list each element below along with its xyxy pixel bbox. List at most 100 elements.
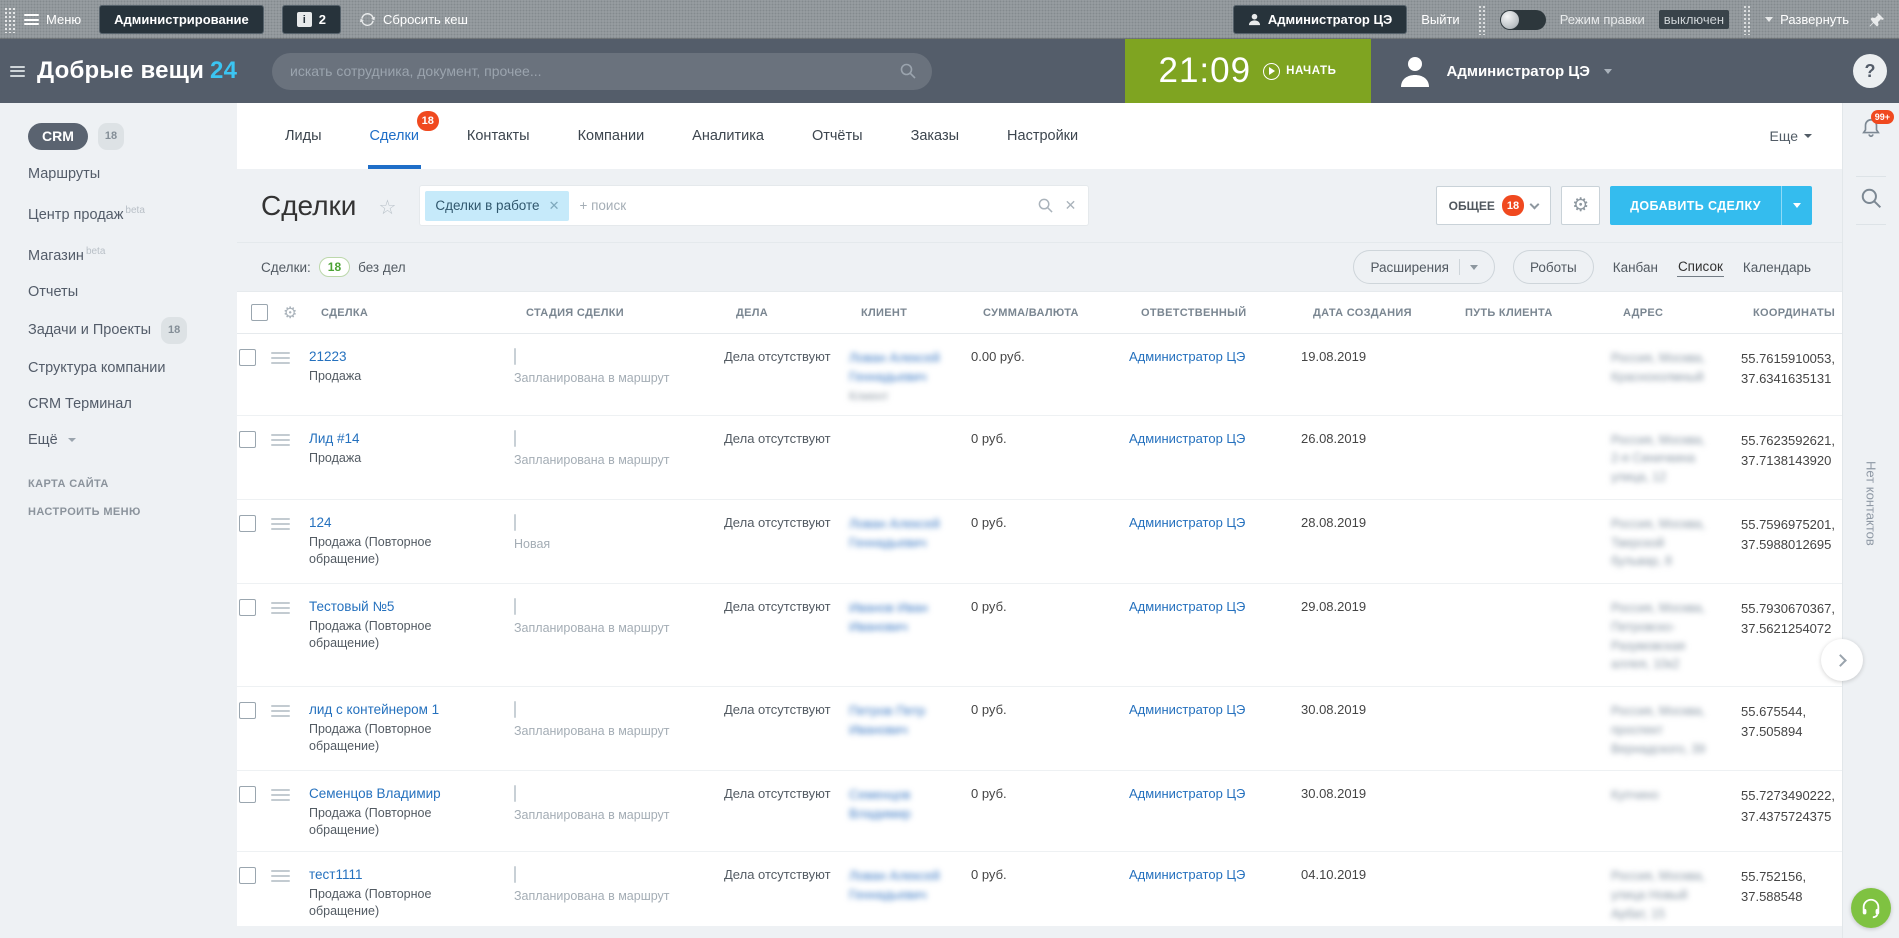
row-checkbox[interactable] (239, 430, 256, 448)
sidebar-item[interactable]: Отчеты (28, 281, 237, 304)
crm-tab[interactable]: Сделки 18 (346, 103, 443, 169)
preset-filter-button[interactable]: ОБЩЕЕ 18 (1435, 186, 1552, 225)
work-timer[interactable]: 21:09 НАЧАТЬ (1124, 39, 1371, 103)
crm-tab[interactable]: Компании (554, 103, 669, 169)
drag-handle-icon[interactable] (271, 517, 290, 530)
column-header[interactable]: АДРЕС (1623, 306, 1664, 319)
client-link[interactable]: Лован Алексей Геннадьевич (849, 868, 940, 903)
drag-handle-icon[interactable] (271, 870, 290, 883)
info-counter-button[interactable]: i 2 (281, 5, 342, 34)
client-cell[interactable]: Лован Алексей Геннадьевич Клиент (849, 349, 971, 403)
sidebar-footer-link[interactable]: КАРТА САЙТА (28, 477, 109, 490)
responsible-link[interactable]: Администратор ЦЭ (1129, 349, 1246, 364)
client-cell[interactable]: Иванов Иван Иванович (849, 599, 971, 637)
row-checkbox[interactable] (239, 599, 256, 617)
brand-menu-icon[interactable] (10, 65, 25, 77)
add-deal-button[interactable]: ДОБАВИТЬ СДЕЛКУ (1610, 186, 1812, 225)
tabs-more-button[interactable]: Еще (1770, 128, 1812, 144)
admin-menu-button[interactable]: Меню (24, 12, 81, 27)
reset-cache-button[interactable]: Сбросить кеш (359, 11, 468, 28)
responsible-link[interactable]: Администратор ЦЭ (1129, 430, 1246, 446)
column-header[interactable]: ОТВЕТСТВЕННЫЙ (1141, 306, 1247, 319)
sidebar-footer-link[interactable]: НАСТРОИТЬ МЕНЮ (28, 505, 141, 518)
timer-start-button[interactable]: НАЧАТЬ (1263, 62, 1336, 80)
column-header[interactable]: СУММА/ВАЛЮТА (983, 306, 1079, 319)
row-checkbox[interactable] (239, 786, 256, 804)
drag-handle-icon[interactable] (4, 6, 16, 33)
star-icon[interactable]: ☆ (378, 197, 397, 219)
extensions-button[interactable]: Расширения (1353, 250, 1495, 284)
sidebar-item[interactable]: Структура компании (28, 357, 237, 380)
client-cell[interactable]: Семенцов Владимир (849, 786, 971, 824)
filter-chip[interactable]: Сделки в работе ✕ (425, 190, 570, 221)
drag-handle-icon[interactable] (271, 789, 290, 802)
column-header[interactable]: КООРДИНАТЫ (1753, 306, 1836, 319)
sidebar-item[interactable]: CRM 18 (28, 123, 237, 150)
client-cell[interactable]: Лован Алексей Геннадьевич (849, 515, 971, 553)
responsible-link[interactable]: Администратор ЦЭ (1129, 514, 1246, 530)
close-icon[interactable]: ✕ (548, 197, 560, 213)
crm-tab[interactable]: Заказы (887, 103, 983, 169)
grid-settings-button[interactable]: ⚙ (1561, 186, 1601, 225)
search-icon[interactable] (1038, 198, 1053, 213)
client-link[interactable]: Семенцов Владимир (849, 787, 911, 822)
client-link[interactable]: Иванов Иван Иванович (849, 600, 928, 635)
header-user-menu[interactable]: Администратор ЦЭ (1371, 53, 1661, 89)
expand-button[interactable]: Развернуть (1765, 12, 1849, 27)
select-all-checkbox[interactable] (251, 304, 268, 321)
deal-link[interactable]: тест1111 (309, 867, 363, 883)
client-cell[interactable]: Петров Петр Иванович (849, 702, 971, 740)
sidebar-item[interactable]: Центр продаж beta (28, 199, 237, 227)
column-header[interactable]: СДЕЛКА (321, 306, 369, 319)
administration-button[interactable]: Администрирование (99, 5, 264, 34)
logout-button[interactable]: Выйти (1421, 12, 1460, 27)
responsible-link[interactable]: Администратор ЦЭ (1129, 702, 1246, 718)
deal-link[interactable]: Семенцов Владимир (309, 786, 441, 802)
deal-link[interactable]: 21223 (309, 349, 347, 364)
clear-search-icon[interactable]: ✕ (1064, 197, 1077, 213)
counter-suffix[interactable]: без дел (358, 259, 406, 275)
client-link[interactable]: Лован Алексей Геннадьевич (849, 350, 940, 384)
admin-user-button[interactable]: Администратор ЦЭ (1232, 5, 1408, 34)
drag-handle-icon[interactable] (271, 352, 290, 364)
edit-mode-toggle[interactable] (1499, 9, 1546, 30)
crm-tab[interactable]: Контакты (443, 103, 554, 169)
drag-handle-icon[interactable] (271, 705, 290, 718)
column-header[interactable]: КЛИЕНТ (861, 306, 908, 319)
pin-icon[interactable] (1869, 12, 1885, 28)
notifications-button[interactable]: 99+ (1860, 110, 1894, 144)
column-header[interactable]: ПУТЬ КЛИЕНТА (1465, 306, 1553, 319)
crm-tab[interactable]: Аналитика (668, 103, 788, 169)
sidebar-item[interactable]: Маршруты (28, 163, 237, 186)
help-button[interactable]: ? (1853, 54, 1887, 88)
crm-tab[interactable]: Лиды (261, 103, 346, 169)
row-checkbox[interactable] (239, 867, 256, 885)
add-deal-dropdown[interactable] (1781, 186, 1812, 225)
collapse-panel-button[interactable] (1821, 639, 1863, 681)
responsible-link[interactable]: Администратор ЦЭ (1129, 599, 1246, 615)
support-chat-button[interactable] (1851, 888, 1891, 928)
row-checkbox[interactable] (239, 702, 256, 720)
deal-link[interactable]: лид с контейнером 1 (309, 702, 440, 718)
crm-tab[interactable]: Настройки (983, 103, 1102, 169)
rail-search-button[interactable] (1860, 187, 1882, 214)
drag-handle-icon[interactable] (271, 433, 290, 446)
responsible-link[interactable]: Администратор ЦЭ (1129, 867, 1246, 883)
responsible-link[interactable]: Администратор ЦЭ (1129, 786, 1246, 802)
deal-link[interactable]: 124 (309, 514, 332, 530)
filter-search-box[interactable]: Сделки в работе ✕ ✕ (420, 186, 1089, 225)
sidebar-item[interactable]: Магазин beta (28, 240, 237, 268)
row-checkbox[interactable] (239, 514, 256, 532)
global-search-input[interactable] (272, 52, 932, 90)
deal-link[interactable]: Лид #14 (309, 430, 360, 446)
robots-button[interactable]: Роботы (1512, 250, 1594, 284)
column-header[interactable]: СТАДИЯ СДЕЛКИ (526, 306, 624, 319)
column-header[interactable]: ДАТА СОЗДАНИЯ (1313, 306, 1412, 319)
drag-handle-icon[interactable] (271, 602, 290, 615)
column-header[interactable]: ДЕЛА (736, 306, 769, 319)
client-link[interactable]: Лован Алексей Геннадьевич (849, 515, 940, 550)
sidebar-item[interactable]: Ещё (28, 429, 237, 452)
view-switch[interactable]: Список (1676, 257, 1724, 277)
view-switch[interactable]: Календарь (1742, 259, 1811, 275)
view-switch[interactable]: Канбан (1612, 259, 1658, 275)
